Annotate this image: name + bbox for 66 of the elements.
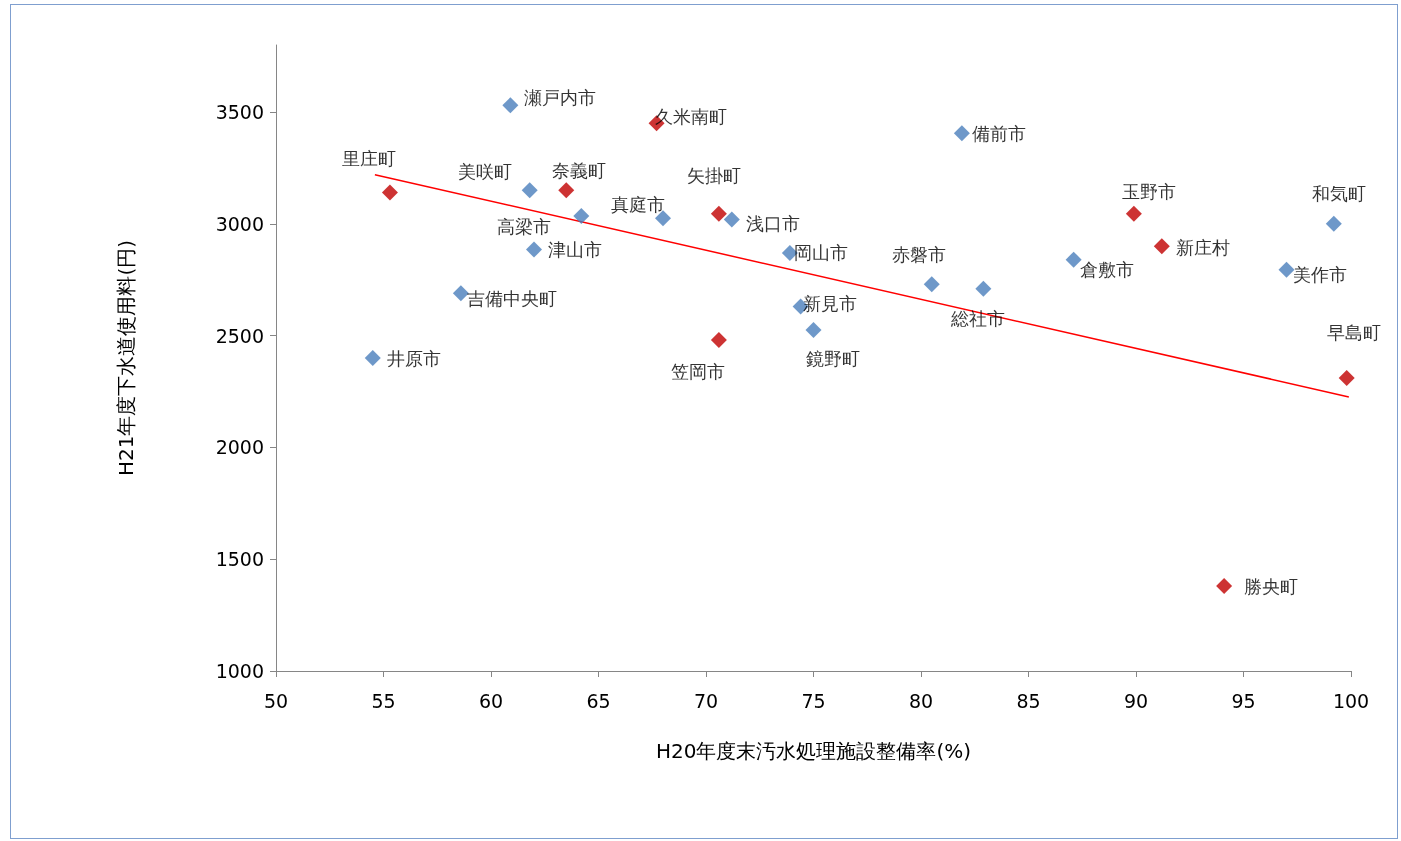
- annotation: 津山市: [548, 239, 602, 261]
- x-axis-title: H20年度末汚水処理施設整備率(%): [655, 739, 972, 763]
- point: [975, 280, 992, 297]
- point: [526, 241, 542, 258]
- x-tick-label: 100: [1332, 689, 1370, 712]
- point: [953, 125, 970, 142]
- annotation: 浅口市: [745, 212, 800, 234]
- point: [573, 208, 590, 225]
- point: [1325, 215, 1342, 232]
- annotation: 笠岡市: [670, 360, 725, 382]
- x-tick-label: 85: [1016, 689, 1041, 712]
- point: [381, 184, 398, 201]
- y-tick-label: 2500: [215, 324, 264, 347]
- y-tick-label: 1500: [215, 548, 264, 571]
- y-tick-label: 3500: [215, 101, 264, 124]
- point: [364, 350, 381, 366]
- annotation: 井原市: [386, 347, 441, 369]
- point: [710, 205, 727, 222]
- y-tick-label: 3000: [215, 212, 264, 235]
- annotation: 瀬戸内市: [524, 86, 597, 108]
- point: [805, 322, 822, 339]
- x-tick-label: 60: [478, 689, 504, 712]
- point: [1065, 251, 1082, 268]
- point: [1338, 370, 1355, 387]
- annotation: 赤磐市: [891, 243, 946, 265]
- point: [1153, 238, 1170, 255]
- point: [452, 285, 469, 302]
- annotation: 勝央町: [1244, 575, 1299, 597]
- annotation: 新見市: [802, 293, 857, 315]
- x-tick-label: 90: [1123, 689, 1149, 712]
- x-tick-label: 95: [1231, 689, 1256, 712]
- annotation: 美作市: [1292, 264, 1347, 286]
- y-tick-label: 1000: [215, 660, 264, 682]
- point: [1278, 261, 1295, 278]
- point: [923, 276, 940, 293]
- annotation: 吉備中央町: [466, 287, 557, 309]
- point: [521, 182, 538, 199]
- point: [1216, 578, 1233, 595]
- annotation: 備前市: [971, 122, 1026, 144]
- y-tick-label: 2000: [215, 436, 264, 459]
- annotation: 里庄町: [341, 148, 396, 170]
- annotation: 倉敷市: [1079, 259, 1134, 281]
- annotation: 奈義町: [552, 159, 607, 181]
- annotation: 鏡野町: [805, 347, 860, 369]
- x-tick-label: 65: [586, 689, 611, 712]
- annotation: 久米南町: [654, 105, 727, 127]
- annotation: 新庄村: [1175, 236, 1230, 258]
- annotation: 和気町: [1311, 183, 1366, 205]
- annotation: 高梁市: [497, 215, 552, 237]
- x-tick-label: 75: [801, 689, 826, 712]
- point: [502, 97, 519, 114]
- point: [710, 332, 727, 349]
- x-tick-label: 50: [263, 689, 289, 712]
- x-tick-label: 80: [908, 689, 934, 712]
- annotation: 玉野市: [1121, 181, 1176, 203]
- annotation: 矢掛町: [686, 165, 741, 187]
- annotation: 岡山市: [793, 242, 848, 264]
- annotation: 美咲町: [457, 160, 512, 182]
- y-axis-title: H21年度下水道使用料(円): [114, 239, 138, 477]
- point: [1125, 205, 1142, 222]
- point: [723, 211, 740, 228]
- annotation: 真庭市: [611, 193, 665, 215]
- x-tick-label: 70: [693, 689, 719, 712]
- annotation: 早島町: [1326, 321, 1381, 343]
- x-tick-label: 55: [371, 689, 396, 712]
- point: [558, 182, 575, 199]
